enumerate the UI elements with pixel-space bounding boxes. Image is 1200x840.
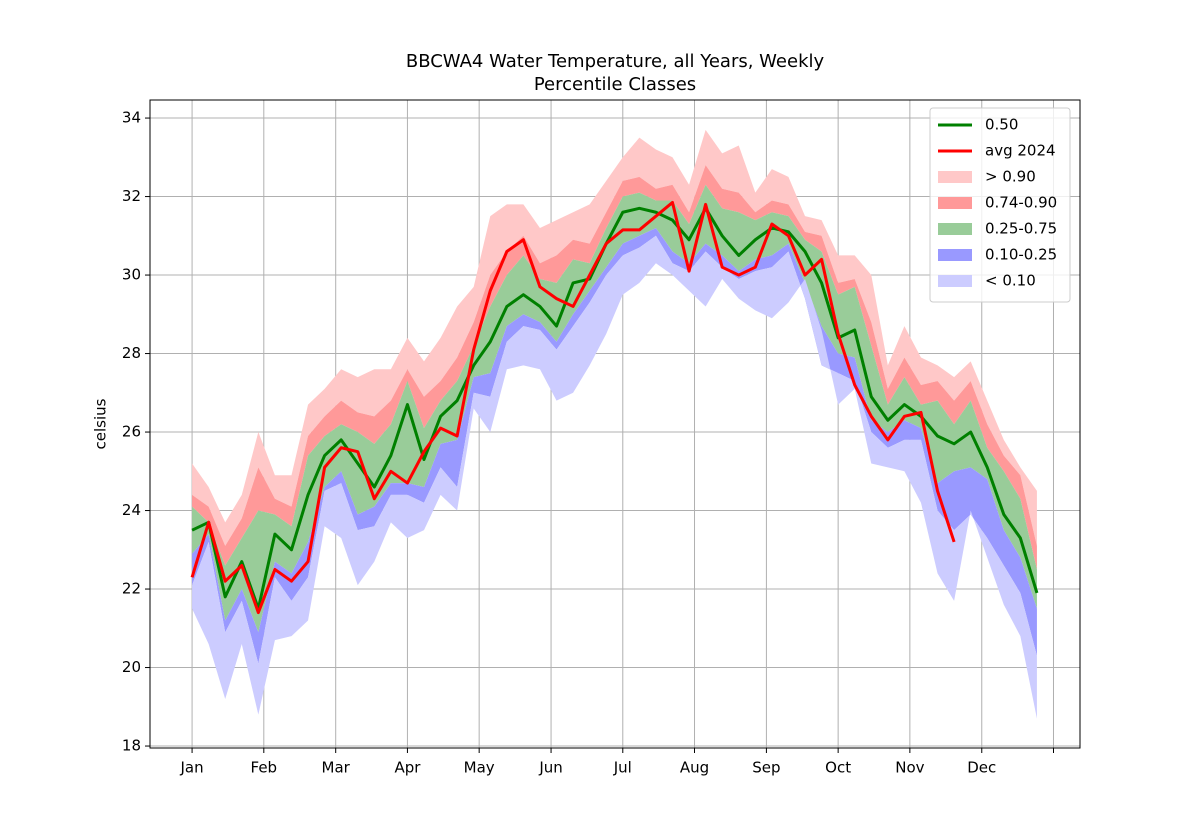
- legend-swatch: [938, 197, 972, 209]
- line: [191, 206, 1039, 611]
- legend-swatch: [938, 171, 972, 183]
- y-tick-label: 28: [122, 344, 141, 362]
- legend-label: 0.50: [985, 116, 1018, 134]
- legend-label: 0.10-0.25: [985, 246, 1057, 264]
- y-tick-label: 26: [122, 423, 141, 441]
- x-tick-label: Mar: [322, 759, 351, 777]
- x-tick-label: Sep: [752, 759, 780, 777]
- x-tick-label: May: [464, 759, 495, 777]
- legend-label: < 0.10: [985, 272, 1036, 290]
- chart-title: Percentile Classes: [534, 74, 696, 95]
- legend-label: avg 2024: [985, 142, 1056, 160]
- y-tick-label: 20: [122, 658, 141, 676]
- band-area: [192, 227, 1037, 664]
- legend-swatch: [938, 223, 972, 235]
- x-tick-label: Jan: [180, 759, 204, 777]
- x-tick-label: Dec: [967, 759, 996, 777]
- legend-label: > 0.90: [985, 168, 1036, 186]
- line: [190, 200, 956, 615]
- legend-label: 0.74-0.90: [985, 194, 1057, 212]
- x-tick-label: Jul: [613, 759, 632, 777]
- x-tick-label: Oct: [825, 759, 851, 777]
- y-tick-label: 32: [122, 187, 141, 205]
- x-tick-label: Jun: [538, 759, 562, 777]
- legend-swatch: [938, 275, 972, 287]
- y-tick-label: 24: [122, 501, 141, 519]
- x-tick-label: Nov: [895, 759, 924, 777]
- y-tick-label: 18: [122, 737, 141, 755]
- legend-label: 0.25-0.75: [985, 220, 1057, 238]
- chart-title: BBCWA4 Water Temperature, all Years, Wee…: [406, 51, 825, 72]
- x-tick-label: Aug: [680, 759, 709, 777]
- legend: 0.50 avg 2024 > 0.90 0.74-0.90 0.25-0.75 0.10…: [929, 107, 1071, 303]
- y-tick-label: 30: [122, 266, 141, 284]
- x-tick-label: Apr: [394, 759, 421, 777]
- plot-area: [150, 100, 1080, 748]
- axes-frame: [149, 99, 1081, 749]
- band-area: [192, 235, 1037, 719]
- band-area: [192, 129, 1037, 546]
- x-tick-label: Feb: [251, 759, 278, 777]
- y-axis-label: celsius: [92, 398, 110, 449]
- legend-swatch: [938, 249, 972, 261]
- y-tick-label: 34: [122, 109, 141, 127]
- y-tick-label: 22: [122, 580, 141, 598]
